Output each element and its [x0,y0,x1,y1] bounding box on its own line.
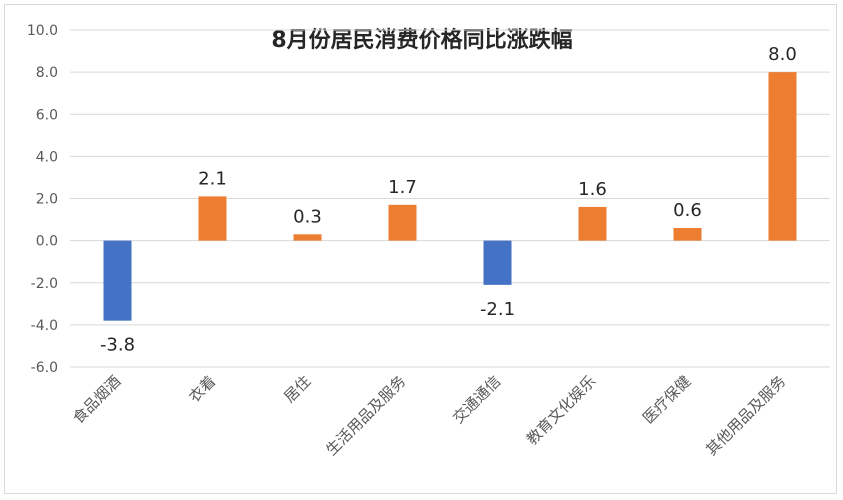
y-tick-label: -2.0 [31,276,58,292]
category-label: 食品烟酒 [69,372,124,427]
y-tick-label: -4.0 [31,318,58,334]
data-label: -3.8 [100,335,135,356]
chart-frame [4,4,837,494]
y-tick-label: 6.0 [36,107,58,123]
y-tick-label: 4.0 [36,149,58,165]
data-label: 2.1 [198,168,227,189]
data-labels: -3.8 2.1 0.3 1.7 -2.1 1.6 0.6 8.0 [100,44,797,356]
category-label: 医疗保健 [639,372,694,427]
gridlines [70,29,830,368]
data-label: -2.1 [480,299,515,320]
data-label: 1.6 [578,179,607,200]
data-label: 1.7 [388,177,417,198]
y-tick-label: -6.0 [31,360,58,376]
y-tick-label: 8.0 [36,65,58,81]
bar [673,227,702,241]
data-label: 0.3 [293,206,322,227]
chart-title: 8月份居民消费价格同比涨跌幅 [271,27,572,53]
y-axis: -6.0 -4.0 -2.0 0.0 2.0 4.0 6.0 8.0 10.0 [27,23,58,376]
category-label: 其他用品及服务 [702,372,789,459]
bars [103,72,797,321]
bar [578,206,607,241]
data-label: 0.6 [673,200,702,221]
bar [388,204,417,241]
y-tick-label: 10.0 [27,23,58,39]
category-label: 教育文化娱乐 [523,372,599,448]
y-tick-label: 2.0 [36,192,58,208]
data-label: 8.0 [768,44,797,65]
bar [483,240,512,285]
x-axis: 食品烟酒 衣着 居住 生活用品及服务 交通通信 教育文化娱乐 医疗保健 其他用品及服务 [69,372,789,459]
y-tick-label: 0.0 [36,234,58,250]
category-label: 生活用品及服务 [322,372,409,459]
bar [198,196,227,241]
category-label: 衣着 [185,372,219,406]
bar [768,72,797,241]
bar [103,240,132,321]
category-label: 交通通信 [449,372,504,427]
bar [293,234,322,241]
category-label: 居住 [280,372,314,406]
